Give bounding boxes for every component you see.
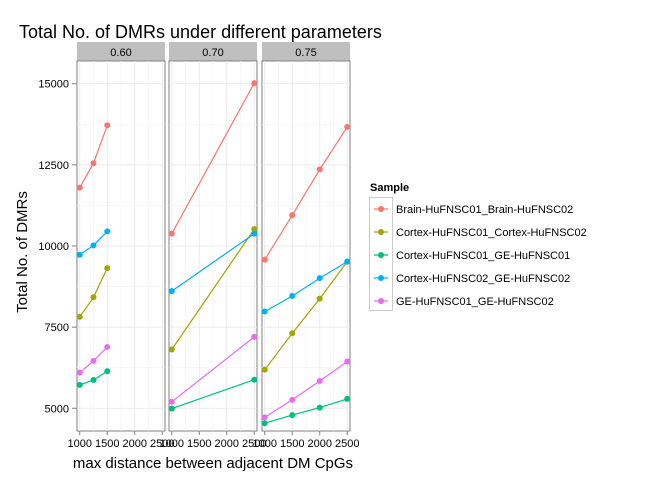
data-point (316, 166, 323, 173)
data-point (90, 294, 97, 301)
legend-label: GE-HuFNSC01_GE-HuFNSC02 (396, 296, 554, 308)
series-line (264, 398, 348, 424)
data-point (289, 292, 296, 299)
data-point (90, 377, 97, 384)
legend-key-point (378, 252, 384, 258)
data-point (76, 381, 83, 388)
legend-key-point (378, 275, 384, 281)
data-point (90, 160, 97, 167)
x-tick-label: 1000 (68, 438, 92, 450)
series-line (171, 233, 255, 292)
facet-panel-0.70: 0.70 1000 1500 2000 2500 (160, 42, 266, 450)
data-point (344, 358, 351, 365)
data-point (261, 256, 268, 263)
chart-title: Total No. of DMRs under different parame… (19, 22, 382, 42)
legend-label: Brain-HuFNSC01_Brain-HuFNSC02 (396, 204, 573, 216)
data-point (289, 396, 296, 403)
legend-label: Cortex-HuFNSC01_GE-HuFNSC01 (396, 250, 570, 262)
legend-key-point (378, 229, 384, 235)
data-point (168, 230, 175, 237)
x-tick-label: 2500 (242, 438, 266, 450)
series-line (264, 261, 348, 313)
data-point (251, 80, 258, 87)
data-point (261, 366, 268, 373)
data-point (90, 242, 97, 249)
x-tick-label: 1500 (187, 438, 211, 450)
data-point (289, 412, 296, 419)
legend-label: Cortex-HuFNSC01_Cortex-HuFNSC02 (396, 227, 587, 239)
facet-panel-0.60: 0.60 1000 1500 2000 2500 (68, 42, 174, 450)
data-point (344, 395, 351, 402)
y-tick-label: 5000 (45, 403, 69, 415)
data-point (261, 308, 268, 315)
series-line (264, 126, 348, 260)
data-point (104, 265, 111, 272)
x-tick-label: 2000 (308, 438, 332, 450)
data-point (251, 230, 258, 237)
x-axis-title: max distance between adjacent DM CpGs (73, 455, 353, 472)
facet-strip-label: 0.75 (295, 47, 316, 59)
y-tick-labels: 5000 7500 10000 12500 15000 (38, 79, 77, 415)
legend-key-point (378, 298, 384, 304)
data-point (104, 122, 111, 129)
data-point (168, 346, 175, 353)
data-point (344, 258, 351, 265)
facet-strip (169, 42, 257, 61)
y-tick-label: 12500 (38, 160, 69, 172)
data-point (76, 251, 83, 258)
data-point (344, 123, 351, 130)
data-point (316, 275, 323, 282)
series-line (171, 228, 255, 350)
facet-strip-label: 0.70 (202, 47, 223, 59)
legend-entries: Brain-HuFNSC01_Brain-HuFNSC02 Cortex-HuFN… (374, 204, 587, 308)
data-point (76, 369, 83, 376)
data-point (168, 288, 175, 295)
legend-title: Sample (370, 182, 409, 194)
x-tick-label: 2500 (150, 438, 174, 450)
y-tick-label: 7500 (45, 322, 69, 334)
series-line (171, 82, 255, 234)
legend-key-point (378, 206, 384, 212)
x-tick-label: 1000 (253, 438, 277, 450)
facet-panel-0.75: 0.75 1000 1500 2000 2500 (253, 42, 359, 450)
data-point (251, 333, 258, 340)
data-point (76, 313, 83, 320)
data-point (289, 212, 296, 219)
data-point (289, 330, 296, 337)
data-point (104, 343, 111, 350)
data-point (316, 378, 323, 385)
y-axis-title: Total No. of DMRs (14, 191, 31, 313)
data-point (168, 405, 175, 412)
facet-strip (77, 42, 165, 61)
facet-strip (262, 42, 350, 61)
x-tick-label: 2000 (215, 438, 239, 450)
x-tick-label: 2000 (123, 438, 147, 450)
data-point (168, 398, 175, 405)
data-point (76, 184, 83, 191)
series-line (171, 379, 255, 410)
x-tick-label: 2500 (335, 438, 359, 450)
facet-strip-label: 0.60 (110, 47, 131, 59)
data-point (90, 357, 97, 364)
data-point (104, 368, 111, 375)
data-point (104, 228, 111, 235)
legend: Sample Brain-HuFNSC01_Brain-HuFNSC02 Cort… (369, 182, 587, 311)
legend-label: Cortex-HuFNSC02_GE-HuFNSC02 (396, 273, 570, 285)
data-point (251, 226, 258, 233)
y-tick-label: 15000 (38, 79, 69, 91)
data-point (316, 295, 323, 302)
x-tick-label: 1500 (280, 438, 304, 450)
data-point (261, 420, 268, 427)
y-tick-label: 10000 (38, 241, 69, 253)
series-line (264, 361, 348, 418)
data-point (251, 376, 258, 383)
series-line (171, 336, 255, 403)
series-line (264, 261, 348, 371)
data-point (316, 404, 323, 411)
data-point (261, 414, 268, 421)
x-tick-label: 1000 (160, 438, 184, 450)
x-tick-label: 1500 (95, 438, 119, 450)
